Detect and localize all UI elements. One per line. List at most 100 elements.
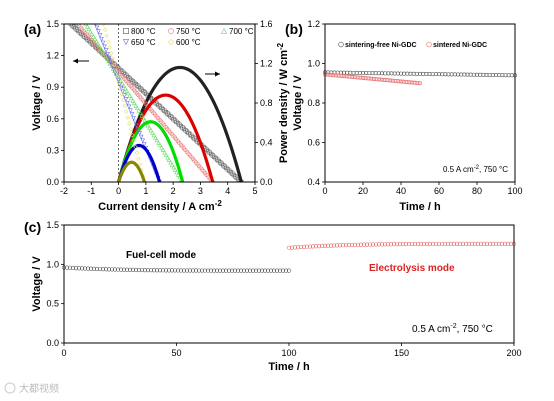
data-point xyxy=(154,268,160,273)
legend-marker xyxy=(122,39,130,46)
panel-a-x-ticks: -2 -1 0 1 2 3 4 5 xyxy=(60,182,258,196)
panel-c: (c) 0 50 100 150 200 0.0 0.5 1.0 1.5 Time / h V… xyxy=(24,219,522,373)
data-point xyxy=(175,268,181,273)
voltage-point xyxy=(151,132,157,138)
data-point xyxy=(301,244,307,249)
voltage-point xyxy=(159,144,164,150)
data-point xyxy=(352,242,358,247)
x-tick-label: 20 xyxy=(358,186,368,196)
data-point xyxy=(328,243,334,248)
data-point xyxy=(358,242,364,247)
voltage-point xyxy=(124,88,129,93)
panel-a-y-ticks-left: 0.0 0.3 0.6 0.9 1.2 1.5 xyxy=(46,19,64,187)
data-point xyxy=(490,241,496,246)
data-point xyxy=(178,268,184,273)
voltage-point xyxy=(125,115,131,120)
legend-label: 750 °C xyxy=(176,27,201,36)
voltage-point xyxy=(111,67,116,72)
data-point xyxy=(271,268,277,273)
y-tick-label: 1.5 xyxy=(46,19,59,29)
data-point xyxy=(250,268,256,273)
panel-b-y-ticks: 0.4 0.6 0.8 1.0 1.2 xyxy=(307,19,325,187)
x-tick-label: -2 xyxy=(60,186,68,196)
voltage-point xyxy=(145,122,151,128)
panel-c-label: (c) xyxy=(24,219,41,235)
voltage-point xyxy=(162,149,167,155)
data-point xyxy=(130,267,136,272)
data-point xyxy=(124,267,130,272)
arrow-right-icon xyxy=(205,71,220,77)
voltage-point xyxy=(104,33,109,38)
data-point xyxy=(457,241,463,246)
voltage-point xyxy=(97,33,103,38)
panel-b-condition-note: 0.5 A cm-2, 750 °C xyxy=(443,165,508,174)
data-point xyxy=(94,266,100,272)
voltage-point xyxy=(141,142,147,147)
power-curve xyxy=(117,160,147,182)
voltage-point xyxy=(101,24,106,27)
data-point xyxy=(262,268,268,273)
data-point xyxy=(286,245,292,250)
data-point xyxy=(319,243,325,249)
x-tick-label: 0 xyxy=(322,186,327,196)
voltage-point xyxy=(128,127,134,132)
data-point xyxy=(241,268,247,273)
voltage-point xyxy=(123,97,129,102)
data-point xyxy=(451,241,457,246)
data-point xyxy=(391,242,397,247)
voltage-point xyxy=(112,70,118,76)
voltage-point xyxy=(136,107,142,113)
voltage-point xyxy=(107,45,112,50)
voltage-point xyxy=(118,86,123,91)
voltage-point xyxy=(137,162,143,167)
data-point xyxy=(310,244,316,249)
voltage-point xyxy=(138,110,143,115)
power-curve xyxy=(117,93,215,182)
voltage-point xyxy=(131,138,137,144)
x-tick-label: 2 xyxy=(171,186,176,196)
y-tick-label: 0.3 xyxy=(46,145,59,155)
data-point xyxy=(388,242,394,247)
data-point xyxy=(403,241,409,247)
data-point xyxy=(259,268,265,273)
voltage-point xyxy=(156,140,161,145)
data-point xyxy=(274,268,280,273)
data-point xyxy=(370,242,376,247)
data-point xyxy=(436,241,442,247)
data-point xyxy=(142,267,148,273)
panel-a-y-axis-label-right: Power density / W cm-2 xyxy=(276,42,290,163)
data-point xyxy=(463,241,469,246)
voltage-point xyxy=(135,105,140,111)
voltage-point xyxy=(86,26,92,32)
data-point xyxy=(484,241,490,246)
data-point xyxy=(418,241,424,247)
y-tick-label: 0.6 xyxy=(46,114,59,124)
watermark-logo-icon xyxy=(4,382,16,394)
data-point xyxy=(289,245,295,250)
data-point xyxy=(172,268,178,273)
x-tick-label: 0 xyxy=(116,186,121,196)
legend-label: 800 °C xyxy=(131,27,156,36)
voltage-point xyxy=(103,53,108,59)
data-point xyxy=(325,243,331,248)
legend-marker xyxy=(168,28,174,34)
voltage-point xyxy=(131,115,136,121)
voltage-point xyxy=(132,119,138,125)
data-point xyxy=(334,243,340,248)
y-tick-label: 0.6 xyxy=(307,138,320,148)
voltage-point xyxy=(114,74,120,79)
voltage-point xyxy=(169,162,175,167)
voltage-point xyxy=(100,48,105,54)
panel-b: (b) 0 20 40 60 80 100 0.4 0.6 0.8 1.0 1.2 Time / … xyxy=(285,19,523,213)
data-point xyxy=(502,241,508,246)
voltage-point xyxy=(150,130,155,135)
electrolysis-mode-label: Electrolysis mode xyxy=(369,263,455,274)
data-point xyxy=(235,268,241,273)
watermark: 大都视频 xyxy=(4,382,59,395)
data-point xyxy=(427,241,433,247)
voltage-point xyxy=(97,43,102,49)
data-point xyxy=(349,242,355,248)
data-point xyxy=(220,268,226,273)
voltage-point xyxy=(133,102,139,108)
voltage-point xyxy=(99,36,104,42)
